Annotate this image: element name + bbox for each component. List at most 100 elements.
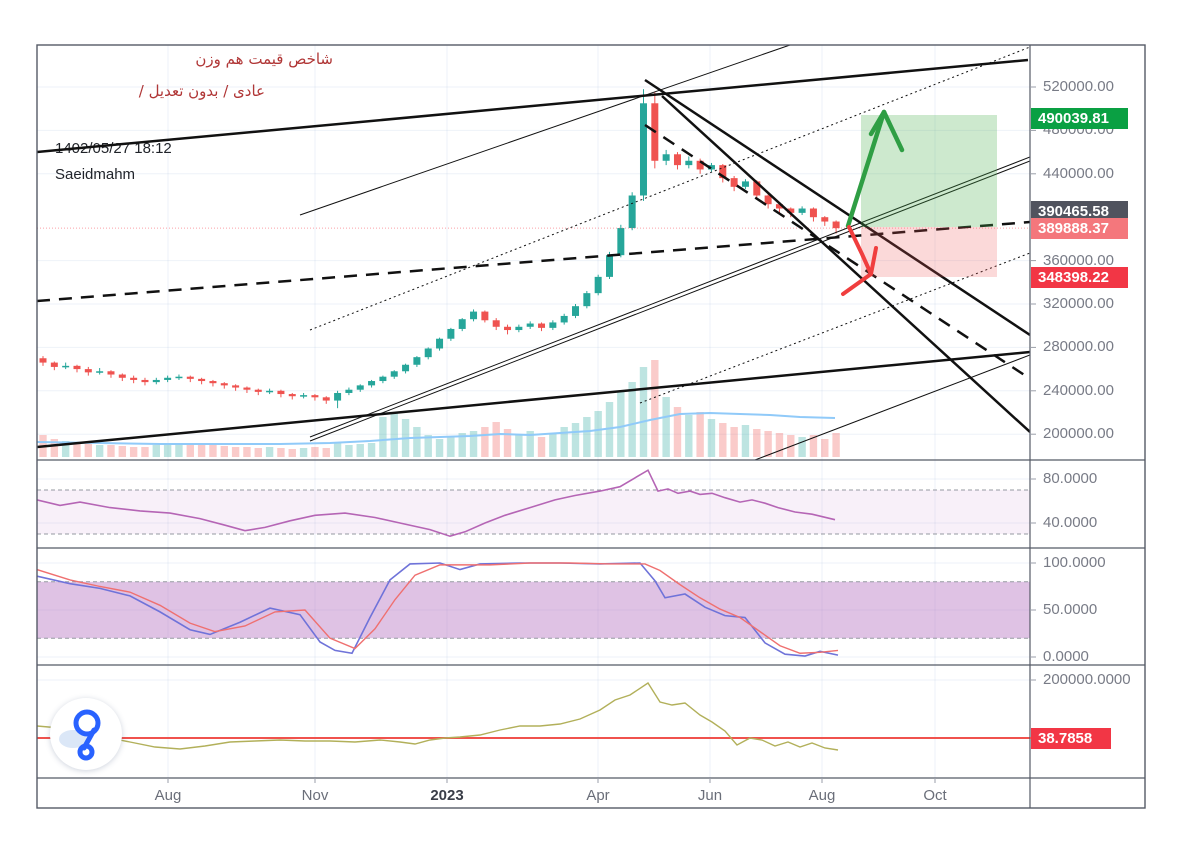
volume-bar bbox=[798, 437, 806, 457]
volume-series[interactable] bbox=[37, 360, 840, 457]
candle-body bbox=[96, 371, 104, 373]
volume-bar bbox=[492, 422, 500, 457]
downtrend-line-1[interactable] bbox=[644, 78, 1030, 337]
channel-line-b[interactable] bbox=[309, 160, 1030, 442]
volume-bar bbox=[220, 446, 228, 457]
volume-bar bbox=[254, 448, 262, 457]
volume-bar bbox=[764, 431, 772, 457]
bullish-arrow[interactable] bbox=[845, 109, 887, 229]
candle-body bbox=[390, 371, 398, 377]
volume-bar bbox=[617, 392, 625, 457]
volume-bar bbox=[288, 449, 296, 457]
bullish-arrow[interactable] bbox=[868, 109, 887, 137]
volume-bar bbox=[231, 447, 240, 457]
candle-body bbox=[594, 276, 602, 294]
target-zone-down[interactable] bbox=[861, 227, 997, 277]
bearish-arrow[interactable] bbox=[869, 246, 878, 276]
bearish-arrow[interactable] bbox=[847, 225, 873, 276]
indicator-bands bbox=[37, 489, 1030, 639]
volume-bar bbox=[628, 382, 636, 457]
target-down-badge: 348398.22 bbox=[1031, 266, 1128, 288]
volume-bar bbox=[379, 417, 387, 457]
username-label: Saeidmahm bbox=[55, 166, 136, 183]
y-axis-tick-label: 40.0000 bbox=[1043, 514, 1098, 531]
volume-bar bbox=[141, 447, 149, 457]
candle-body bbox=[447, 328, 455, 339]
y-axis-tick-label: 50.0000 bbox=[1043, 601, 1098, 618]
volume-bar bbox=[277, 448, 285, 457]
volume-bar bbox=[537, 437, 546, 457]
candle-body bbox=[798, 208, 806, 213]
candle-body bbox=[481, 311, 489, 321]
candle-body bbox=[764, 195, 772, 205]
volume-bar bbox=[583, 417, 591, 457]
candle-body bbox=[209, 381, 217, 384]
brand-logo[interactable] bbox=[50, 698, 122, 770]
volume-bar bbox=[469, 431, 478, 457]
stoch-k-line[interactable] bbox=[37, 562, 839, 657]
y-axis-tick-label: 80.0000 bbox=[1043, 470, 1098, 487]
volume-bar bbox=[809, 435, 818, 457]
resistance-upper-trendline[interactable] bbox=[37, 58, 1029, 154]
last-price-badge: 389888.37 bbox=[1031, 217, 1128, 239]
dashed-falling-trendline[interactable] bbox=[644, 123, 1035, 382]
volume-bar bbox=[345, 445, 353, 457]
candle-body bbox=[526, 323, 534, 327]
candle-body bbox=[413, 357, 421, 365]
volume-bar bbox=[299, 448, 308, 457]
candle-body bbox=[73, 365, 81, 370]
drawings-layer[interactable] bbox=[37, 45, 1035, 460]
volume-bar bbox=[753, 429, 761, 457]
downtrend-line-2[interactable] bbox=[661, 95, 1030, 433]
target-zone-up[interactable] bbox=[861, 115, 997, 227]
volume-bar bbox=[413, 427, 421, 457]
x-axis-tick-label: Aug bbox=[154, 787, 182, 804]
candle-body bbox=[583, 293, 591, 307]
candlestick-series[interactable] bbox=[39, 89, 840, 409]
candle-body bbox=[311, 395, 319, 398]
volume-bar bbox=[821, 439, 829, 457]
channel-line-a[interactable] bbox=[309, 156, 1030, 438]
rsi-line[interactable] bbox=[37, 469, 836, 538]
candle-body bbox=[243, 387, 251, 390]
support-rising-trendline[interactable] bbox=[37, 350, 1030, 449]
candle-body bbox=[345, 389, 353, 393]
dotted-rising-trendline[interactable] bbox=[309, 46, 1030, 331]
volume-bar bbox=[481, 427, 489, 457]
candle-body bbox=[39, 358, 47, 363]
candle-body bbox=[198, 378, 206, 382]
candle-body bbox=[809, 208, 817, 218]
volume-bar bbox=[424, 435, 432, 457]
x-axis-tick-label: Oct bbox=[923, 787, 947, 804]
x-axis-tick-label: Apr bbox=[586, 787, 610, 804]
volume-bar bbox=[118, 446, 127, 457]
thin-rising-low-trendline[interactable] bbox=[754, 354, 1030, 460]
candle-body bbox=[458, 319, 466, 329]
volume-bar bbox=[707, 419, 716, 457]
volume-bar bbox=[503, 429, 512, 457]
bearish-arrow[interactable] bbox=[841, 272, 873, 296]
volume-bar bbox=[639, 367, 648, 457]
stoch-d-line[interactable] bbox=[37, 562, 839, 654]
y-axis-tick-label: 0.0000 bbox=[1043, 648, 1089, 665]
candle-body bbox=[572, 306, 580, 316]
volume-bar bbox=[662, 397, 670, 457]
y-axis-tick-label: 200000.0000 bbox=[1043, 671, 1131, 688]
candle-body bbox=[741, 181, 749, 187]
y-axis-tick-label: 200000.00 bbox=[1043, 425, 1114, 443]
candle-body bbox=[164, 377, 172, 380]
candle-body bbox=[549, 322, 557, 328]
volume-bar bbox=[741, 425, 750, 457]
thin-steep-trendline[interactable] bbox=[299, 45, 791, 216]
volume-bar bbox=[673, 407, 682, 457]
oscillator-line[interactable] bbox=[37, 682, 839, 751]
bullish-arrow[interactable] bbox=[881, 109, 905, 153]
dashed-rising-trendline[interactable] bbox=[37, 220, 1030, 303]
target-up-badge: 490039.81 bbox=[1031, 107, 1128, 129]
candle-body bbox=[266, 390, 274, 393]
volume-bar bbox=[265, 447, 274, 457]
x-axis-tick-label: 2023 bbox=[430, 787, 464, 804]
candle-body bbox=[186, 376, 194, 379]
candle-body bbox=[538, 323, 546, 328]
